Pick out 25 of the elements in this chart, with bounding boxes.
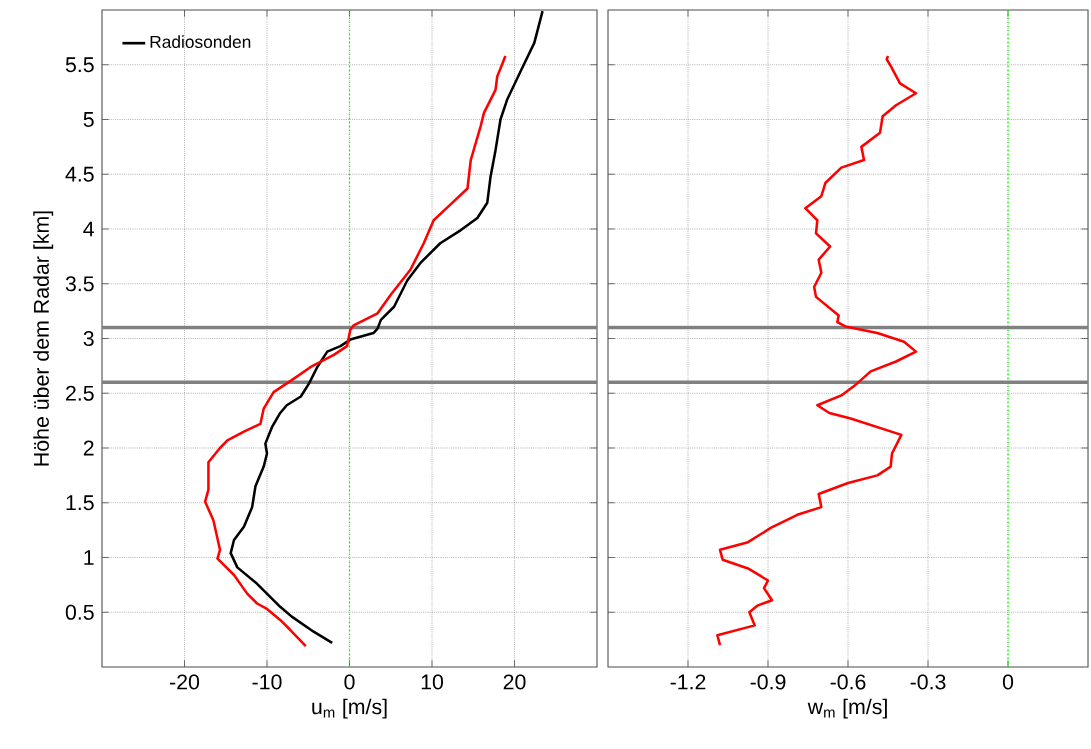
x-axis-title: u$_{m}$ [m/s] <box>312 698 387 719</box>
y-tick-label: 2 <box>83 440 94 456</box>
y-tick-label: 0.5 <box>65 604 94 620</box>
y-tick-label: 3.5 <box>65 276 94 292</box>
x-tick-label: 0 <box>1002 674 1014 690</box>
x-tick-label: -1.2 <box>670 674 706 690</box>
y-tick-label: 1 <box>84 550 94 565</box>
y-tick-label: 2.5 <box>66 385 94 401</box>
x-tick-label: 10 <box>421 674 444 690</box>
y-tick-label: 5.5 <box>65 57 94 73</box>
x-tick-label: -20 <box>170 674 200 690</box>
y-axis-title: Höhe über dem Radar [km] <box>33 211 54 466</box>
x-tick-label: 0 <box>344 674 355 690</box>
x-tick-label: -0.3 <box>910 674 946 690</box>
y-tick-label: 1.5 <box>66 495 94 511</box>
legend-label: Radiosonden <box>150 35 251 49</box>
y-tick-label: 4.5 <box>65 166 94 182</box>
x-tick-label: -0.9 <box>750 674 786 690</box>
x-tick-label: -0.6 <box>830 674 866 690</box>
y-tick-label: 5 <box>83 112 94 127</box>
x-tick-label: -10 <box>252 674 282 690</box>
y-tick-label: 3 <box>83 330 94 347</box>
x-axis-title: w$_{m}$ [m/s] <box>807 698 887 719</box>
x-tick-label: 20 <box>503 674 526 690</box>
y-tick-label: 4 <box>83 221 94 237</box>
